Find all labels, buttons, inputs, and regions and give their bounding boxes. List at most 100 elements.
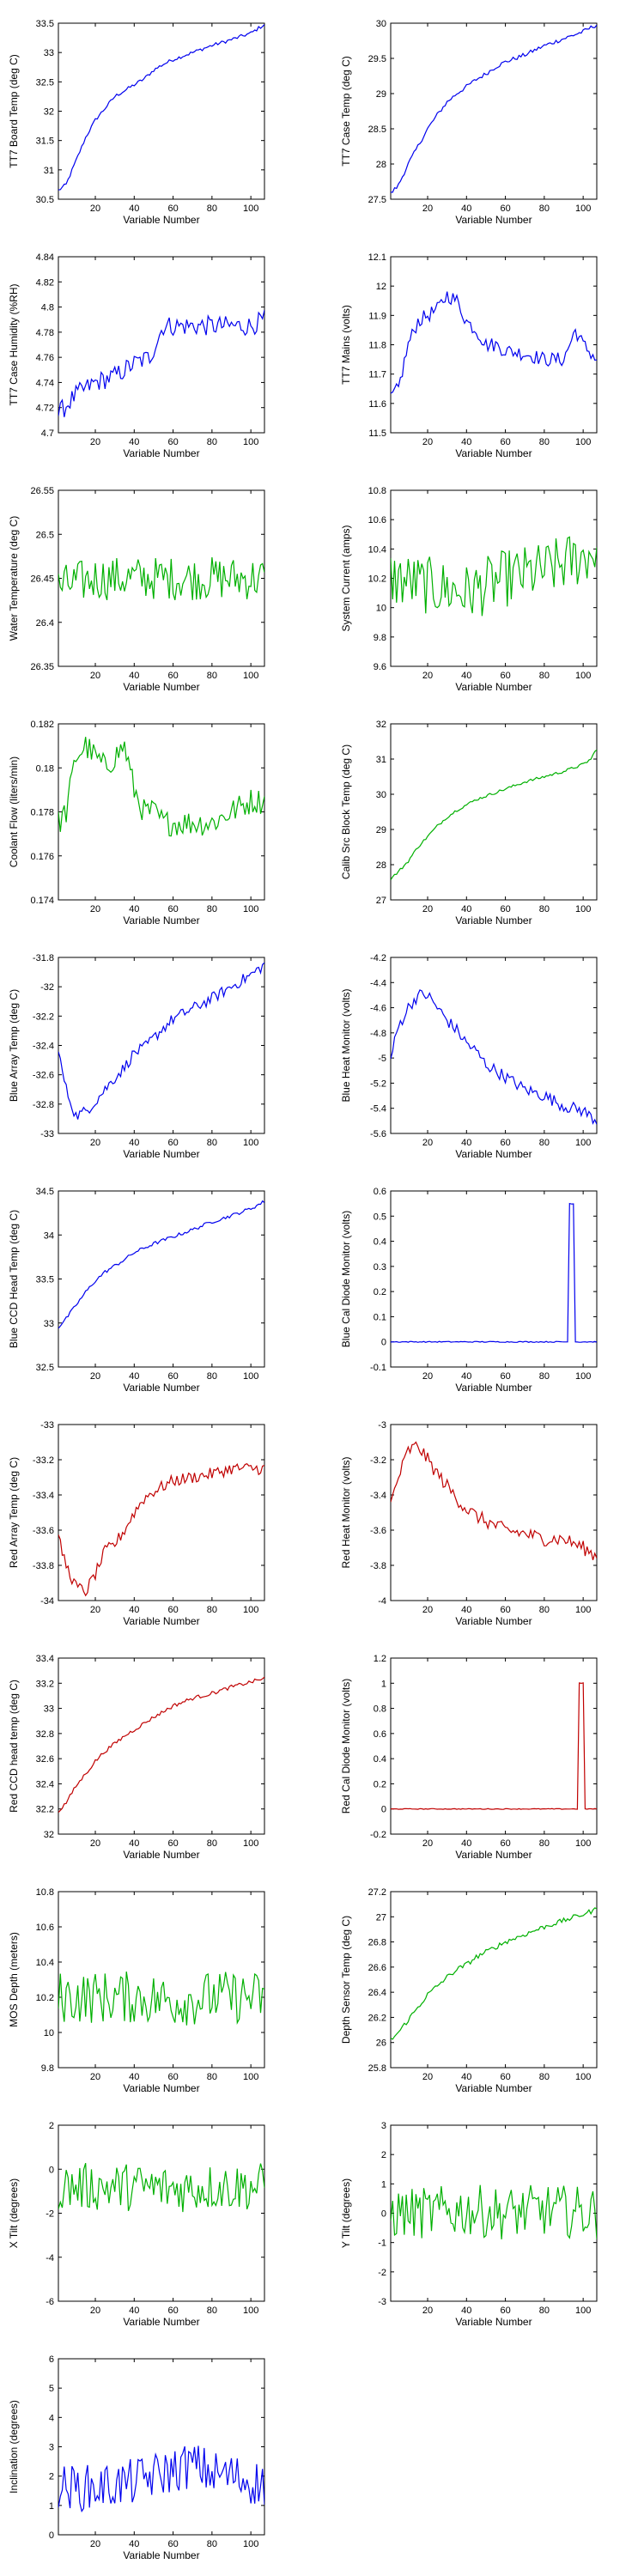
y-tick-label: -33.8 bbox=[33, 1561, 54, 1571]
data-line-series-1 bbox=[391, 24, 597, 193]
data-line-series-1 bbox=[58, 24, 264, 191]
x-tick-label: 100 bbox=[575, 1605, 591, 1615]
plot-frame bbox=[390, 957, 598, 1134]
y-tick-label: 4.76 bbox=[36, 353, 54, 363]
y-tick-label: 26.4 bbox=[36, 618, 54, 629]
x-tick-label: 20 bbox=[90, 2306, 100, 2316]
chart-panel-20: 20 40 60 80 100 Variable Number -3 -2 -1 0 1 2 3 Y Ti… bbox=[340, 2121, 598, 2328]
x-tick-label: 80 bbox=[207, 1605, 217, 1615]
plot-frame bbox=[58, 957, 265, 1134]
y-tick-label: 0.6 bbox=[374, 1187, 386, 1197]
x-tick-label: 40 bbox=[461, 1138, 471, 1148]
x-tick-label: 60 bbox=[500, 1138, 510, 1148]
x-tick-label: 20 bbox=[422, 204, 433, 214]
y-tick-label: -33 bbox=[40, 1129, 54, 1139]
y-tick-label: 30 bbox=[376, 19, 386, 29]
x-tick-label: 40 bbox=[129, 671, 139, 681]
plot-frame bbox=[390, 489, 598, 667]
x-axis-label: Variable Number bbox=[455, 1148, 532, 1160]
plot-frame bbox=[390, 22, 598, 200]
y-tick-label: -4.8 bbox=[370, 1029, 386, 1039]
y-tick-label: -3 bbox=[378, 2297, 386, 2307]
x-tick-label: 60 bbox=[500, 904, 510, 914]
data-line-series-1 bbox=[58, 737, 264, 837]
y-tick-label: 30 bbox=[376, 790, 386, 800]
plot-frame bbox=[58, 256, 265, 434]
x-axis-label: Variable Number bbox=[123, 681, 199, 693]
x-tick-label: 80 bbox=[539, 1371, 550, 1382]
chart-panel-9: 20 40 60 80 100 Variable Number -33 -32.8 -32.6 -… bbox=[8, 953, 265, 1160]
y-tick-label: 9.8 bbox=[41, 2063, 54, 2074]
x-tick-label: 100 bbox=[243, 1138, 258, 1148]
y-axis-label: TT7 Case Humidity (%RH) bbox=[8, 283, 20, 405]
chart-panel-7: 20 40 60 80 100 Variable Number 0.174 0.176 0.17… bbox=[8, 720, 265, 927]
y-tick-label: 12 bbox=[376, 282, 386, 292]
x-tick-label: 80 bbox=[539, 1838, 550, 1849]
x-tick-label: 100 bbox=[575, 1838, 591, 1849]
x-tick-label: 60 bbox=[167, 1605, 178, 1615]
x-tick-label: 100 bbox=[575, 204, 591, 214]
x-tick-label: 80 bbox=[207, 204, 217, 214]
y-tick-label: 26.2 bbox=[368, 2013, 386, 2023]
chart-panel-5: 20 40 60 80 100 Variable Number 26.35 26.4 26.45… bbox=[8, 486, 265, 693]
y-axis-label: Coolant Flow (liters/min) bbox=[8, 756, 20, 867]
x-axis-label: Variable Number bbox=[455, 681, 532, 693]
y-axis-label: Red Array Temp (deg C) bbox=[8, 1457, 20, 1568]
x-tick-label: 20 bbox=[422, 1138, 433, 1148]
y-tick-label: 10.4 bbox=[368, 544, 386, 555]
x-tick-label: 60 bbox=[167, 1138, 178, 1148]
x-tick-label: 80 bbox=[207, 2072, 217, 2082]
x-tick-label: 60 bbox=[500, 204, 510, 214]
x-tick-label: 20 bbox=[90, 1371, 100, 1382]
plot-frame bbox=[390, 1891, 598, 2069]
chart-panel-2: 20 40 60 80 100 Variable Number 27.5 28 28.5 29 29… bbox=[340, 19, 598, 226]
x-axis-label: Variable Number bbox=[455, 214, 532, 226]
x-tick-label: 20 bbox=[422, 2072, 433, 2082]
chart-panel-4: 20 40 60 80 100 Variable Number 11.5 11.6 11.7 11… bbox=[340, 252, 598, 459]
x-tick-label: 80 bbox=[539, 1605, 550, 1615]
x-tick-label: 20 bbox=[90, 1138, 100, 1148]
y-tick-label: 33 bbox=[44, 1704, 54, 1715]
data-line-series-1 bbox=[58, 2163, 264, 2213]
y-tick-label: -4.2 bbox=[370, 953, 386, 963]
x-tick-label: 80 bbox=[539, 204, 550, 214]
y-tick-label: 32 bbox=[44, 1830, 54, 1840]
x-tick-label: 60 bbox=[500, 437, 510, 447]
y-axis-label: Calib Src Block Temp (deg C) bbox=[340, 744, 352, 879]
x-tick-label: 40 bbox=[129, 1371, 139, 1382]
x-tick-label: 60 bbox=[167, 904, 178, 914]
y-tick-label: 2 bbox=[49, 2121, 54, 2131]
x-tick-label: 80 bbox=[207, 1371, 217, 1382]
x-tick-label: 80 bbox=[539, 437, 550, 447]
x-tick-label: 40 bbox=[461, 204, 471, 214]
y-tick-label: 0 bbox=[381, 1338, 386, 1348]
y-tick-label: 0.3 bbox=[374, 1262, 386, 1273]
x-axis-label: Variable Number bbox=[123, 447, 199, 459]
y-tick-label: 32 bbox=[44, 107, 54, 118]
plot-frame bbox=[58, 1891, 265, 2069]
y-tick-label: 31 bbox=[44, 166, 54, 176]
y-tick-label: 33.4 bbox=[36, 1654, 54, 1664]
x-tick-label: 60 bbox=[167, 204, 178, 214]
y-tick-label: 4.7 bbox=[41, 428, 54, 439]
y-tick-label: 29.5 bbox=[368, 54, 386, 64]
data-line-series-1 bbox=[58, 1676, 264, 1814]
x-tick-label: 100 bbox=[243, 1838, 258, 1849]
chart-panel-18: 20 40 60 80 100 Variable Number 25.8 26 26.2 26.4… bbox=[340, 1887, 598, 2094]
y-tick-label: -4.4 bbox=[370, 978, 386, 988]
chart-panel-1: 20 40 60 80 100 Variable Number 30.5 31 31.5 32 32… bbox=[8, 19, 265, 226]
y-tick-label: 31 bbox=[376, 755, 386, 765]
y-axis-label: Blue CCD Head Temp (deg C) bbox=[8, 1210, 20, 1348]
x-tick-label: 40 bbox=[461, 1371, 471, 1382]
y-tick-label: 0.174 bbox=[30, 896, 54, 906]
x-axis-label: Variable Number bbox=[455, 447, 532, 459]
y-tick-label: 32.2 bbox=[36, 1805, 54, 1815]
y-tick-label: 26.4 bbox=[368, 1988, 386, 1998]
y-tick-label: 4.8 bbox=[41, 303, 54, 313]
y-tick-label: -5.4 bbox=[370, 1104, 386, 1115]
x-tick-label: 80 bbox=[207, 2306, 217, 2316]
plot-frame bbox=[58, 2358, 265, 2536]
y-tick-label: 28.5 bbox=[368, 125, 386, 135]
x-tick-label: 60 bbox=[167, 671, 178, 681]
y-tick-label: 4.82 bbox=[36, 277, 54, 288]
